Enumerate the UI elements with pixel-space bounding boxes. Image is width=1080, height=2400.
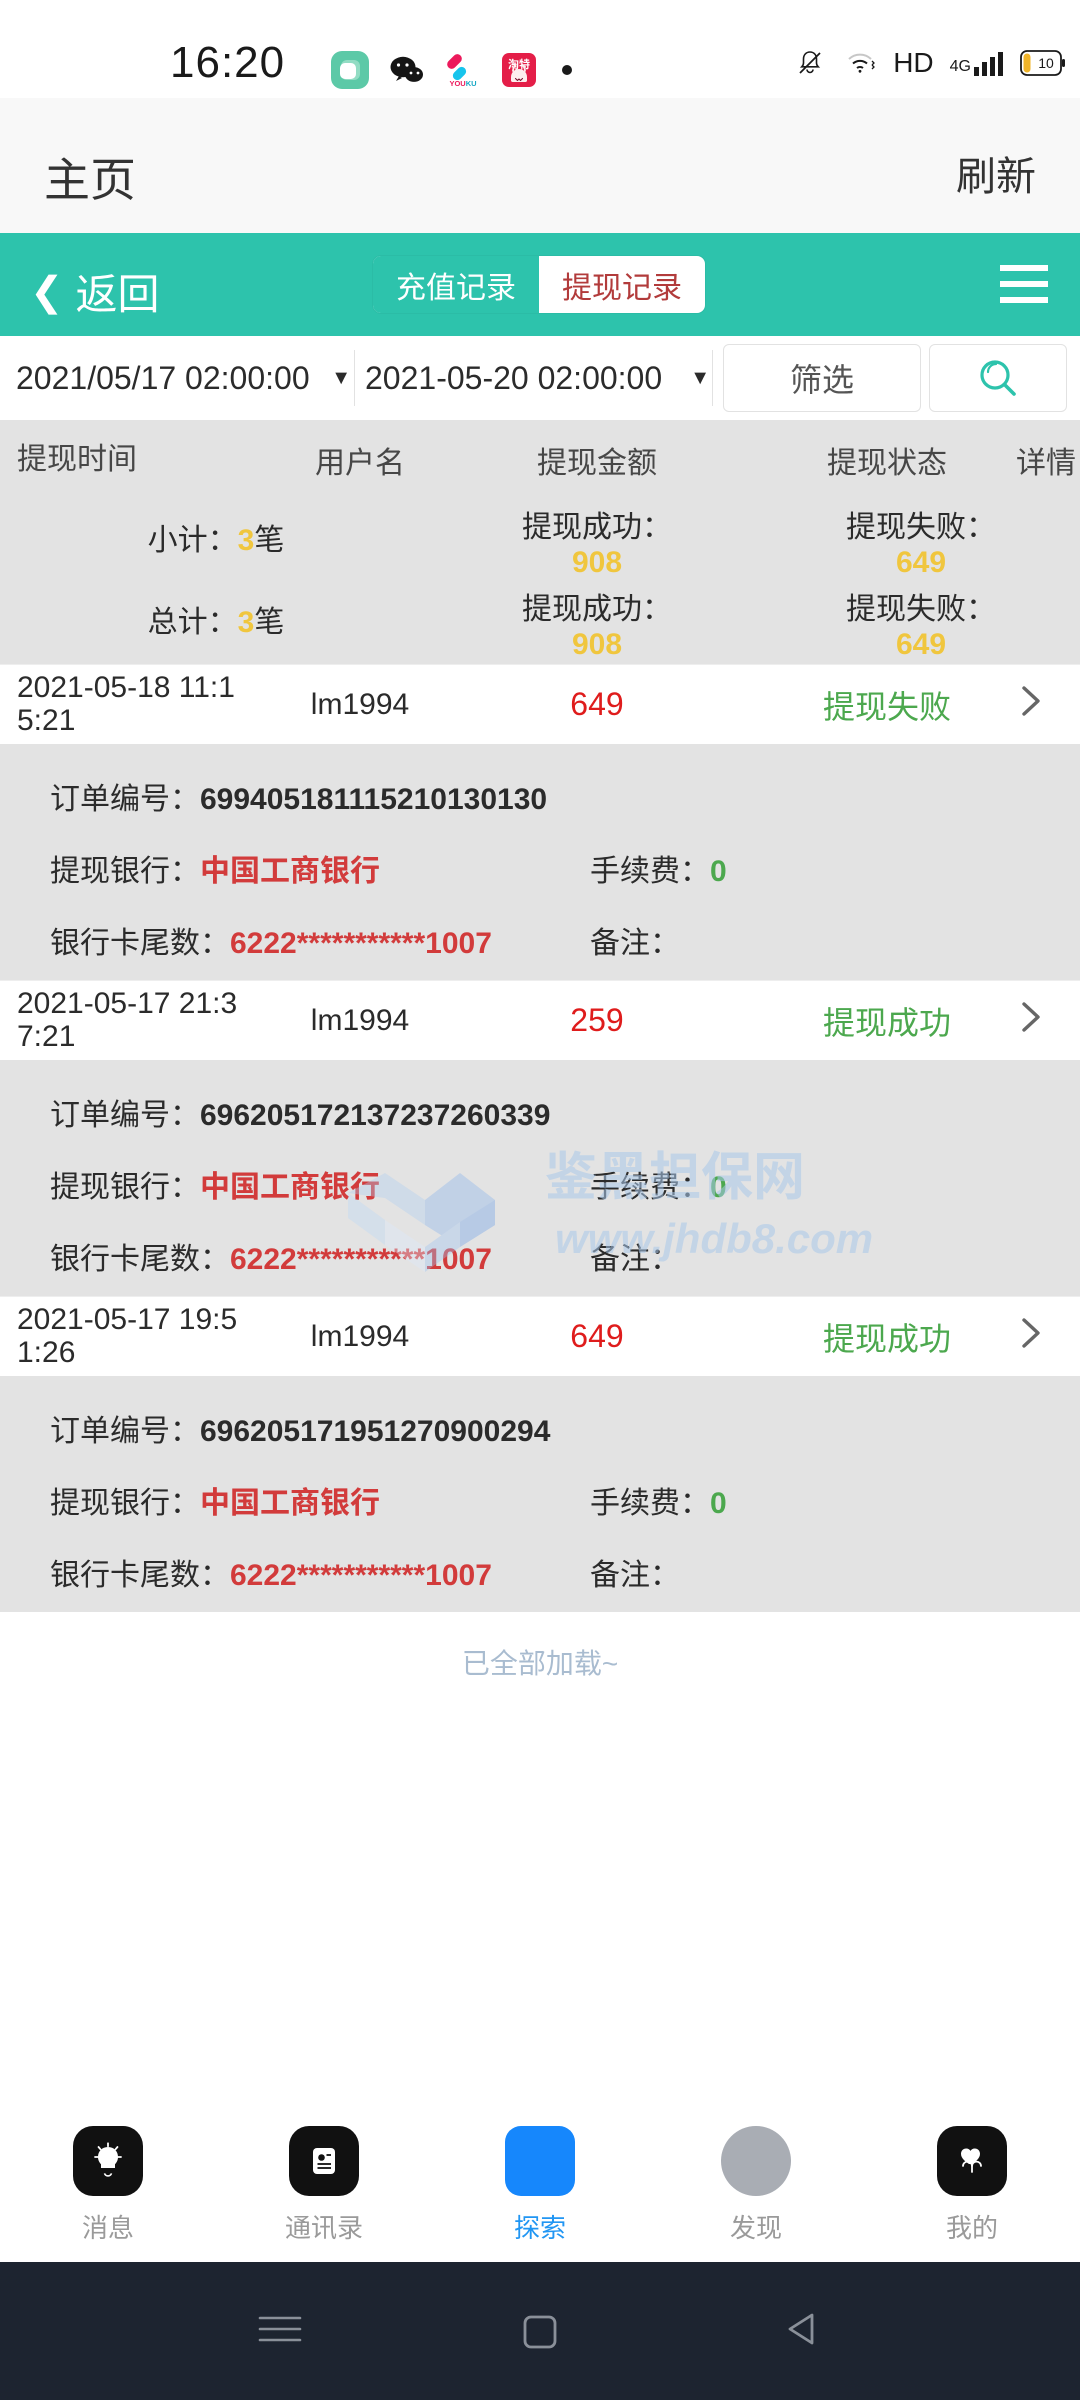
svg-text:YOUKU: YOUKU	[449, 79, 476, 88]
svg-text:10: 10	[1038, 55, 1054, 71]
svg-text:淘特: 淘特	[508, 57, 530, 71]
